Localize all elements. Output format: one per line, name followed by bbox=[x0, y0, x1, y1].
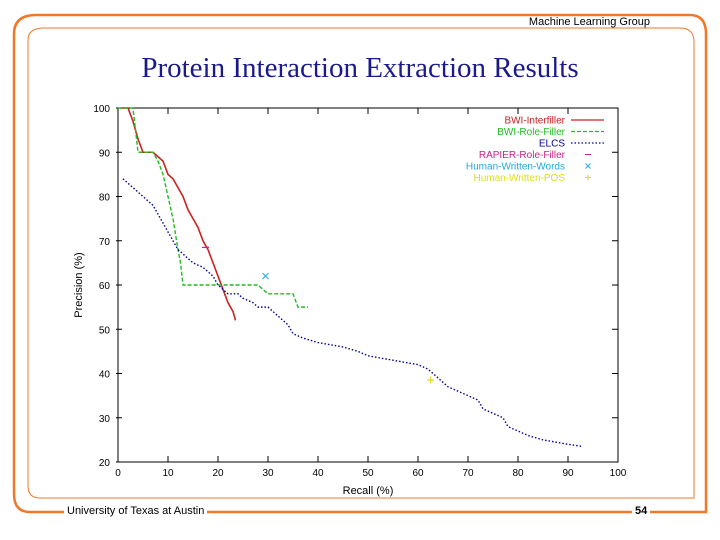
point-human-written-pos bbox=[427, 376, 434, 384]
legend-marker-human-written-pos bbox=[585, 174, 591, 181]
x-tick-label: 0 bbox=[115, 468, 121, 479]
legend-label-bwi-role-filler: BWI-Role-Filler bbox=[497, 127, 565, 138]
slide-title: Protein Interaction Extraction Results bbox=[141, 52, 579, 84]
x-tick-label: 90 bbox=[562, 468, 574, 479]
frame-inner-border bbox=[27, 27, 695, 499]
series-line-bwi-role-filler bbox=[118, 107, 308, 308]
series-line-bwi-interfiller bbox=[120, 107, 237, 321]
x-axis-label: Recall (%) bbox=[343, 485, 394, 497]
y-tick-label: 70 bbox=[99, 237, 111, 248]
legend-label-bwi-interfiller: BWI-Interfiller bbox=[504, 116, 565, 127]
x-tick-label: 30 bbox=[262, 468, 274, 479]
x-tick-label: 100 bbox=[610, 468, 627, 479]
series-line-elcs bbox=[122, 178, 584, 448]
slide-header: Machine Learning Group bbox=[528, 16, 650, 28]
y-tick-label: 60 bbox=[99, 281, 111, 292]
x-tick-label: 40 bbox=[312, 468, 324, 479]
x-tick-label: 80 bbox=[512, 468, 524, 479]
y-tick-label: 100 bbox=[93, 104, 110, 115]
x-tick-label: 60 bbox=[412, 468, 424, 479]
y-tick-label: 30 bbox=[99, 414, 111, 425]
legend-label-human-written-words: Human-Written-Words bbox=[466, 162, 565, 173]
chart-axes: 0 10 20 30 40 50 60 70 80 90 100 20 30 40 50 60 70 80 90 10… bbox=[73, 104, 627, 497]
x-tick-label: 50 bbox=[362, 468, 374, 479]
y-tick-label: 90 bbox=[99, 148, 111, 159]
legend-label-rapier-role-filler: RAPIER-Role-Filler bbox=[479, 150, 566, 161]
page-number: 54 bbox=[632, 505, 651, 517]
legend-label-human-written-pos: Human-Written-POS bbox=[473, 173, 565, 184]
x-tick-label: 20 bbox=[212, 468, 224, 479]
y-tick-label: 40 bbox=[99, 370, 111, 381]
x-tick-label: 10 bbox=[162, 468, 174, 479]
chart-series-layer bbox=[118, 107, 584, 448]
y-tick-label: 50 bbox=[99, 325, 111, 336]
x-tick-label: 70 bbox=[462, 468, 474, 479]
y-tick-label: 20 bbox=[99, 458, 111, 469]
frame-border bbox=[12, 13, 708, 514]
chart-legend: BWI-InterfillerBWI-Role-FillerELCSRAPIER… bbox=[466, 116, 604, 184]
legend-label-elcs: ELCS bbox=[539, 139, 565, 150]
y-axis-label: Precision (%) bbox=[73, 252, 85, 317]
y-tick-label: 80 bbox=[99, 193, 111, 204]
legend-marker-human-written-words bbox=[585, 163, 591, 169]
footer-institution: University of Texas at Austin bbox=[64, 505, 208, 517]
point-human-written-words bbox=[262, 272, 269, 280]
